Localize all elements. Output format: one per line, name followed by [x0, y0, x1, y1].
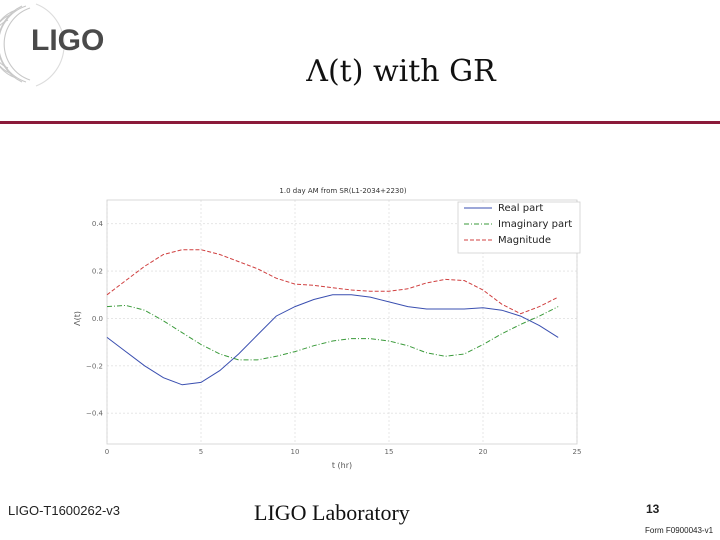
plot-frame: [106, 199, 578, 445]
series-line-imaginary-part: [106, 304, 559, 361]
y-tick-label: −0.2: [86, 362, 103, 370]
y-tick-label: 0.0: [92, 315, 103, 323]
y-axis-label: Λ(t): [73, 311, 82, 326]
series-line-real-part: [106, 294, 559, 386]
title-divider: [0, 121, 720, 124]
x-tick-label: 5: [199, 448, 203, 456]
lambda-chart: 1.0 day AM from SR(L1-2034+2230) 0 5 10 15 2…: [73, 187, 581, 470]
series-line-magnitude: [106, 249, 559, 315]
x-tick-label: 25: [573, 448, 582, 456]
legend-entry: Magnitude: [498, 235, 551, 246]
y-tick-label: 0.4: [92, 220, 104, 228]
chart-legend: Real part Imaginary part Magnitude: [457, 201, 581, 254]
chart-ticks: 0 5 10 15 20 25 −0.4 −0.2 0.0 0.2 0.4: [86, 220, 581, 456]
chart-title: 1.0 day AM from SR(L1-2034+2230): [279, 187, 406, 195]
x-tick-label: 10: [291, 448, 300, 456]
ligo-logo: LIGO: [0, 0, 120, 90]
y-tick-label: −0.4: [86, 410, 104, 418]
x-tick-label: 0: [105, 448, 109, 456]
form-id: Form F0900043-v1: [645, 526, 714, 535]
legend-entry: Real part: [498, 203, 543, 214]
page-number: 13: [646, 502, 660, 516]
x-tick-label: 15: [385, 448, 394, 456]
chart-series: [106, 249, 559, 386]
document-id: LIGO-T1600262-v3: [8, 503, 121, 518]
logo-text: LIGO: [31, 24, 105, 57]
slide-title: Λ(t) with GR: [306, 54, 496, 89]
lab-name: LIGO Laboratory: [254, 500, 410, 525]
x-axis-label: t (hr): [332, 461, 352, 470]
x-tick-label: 20: [479, 448, 488, 456]
legend-entry: Imaginary part: [498, 219, 572, 230]
y-tick-label: 0.2: [92, 268, 103, 276]
logo-arcs: [0, 3, 65, 87]
legend-box: [457, 201, 581, 254]
